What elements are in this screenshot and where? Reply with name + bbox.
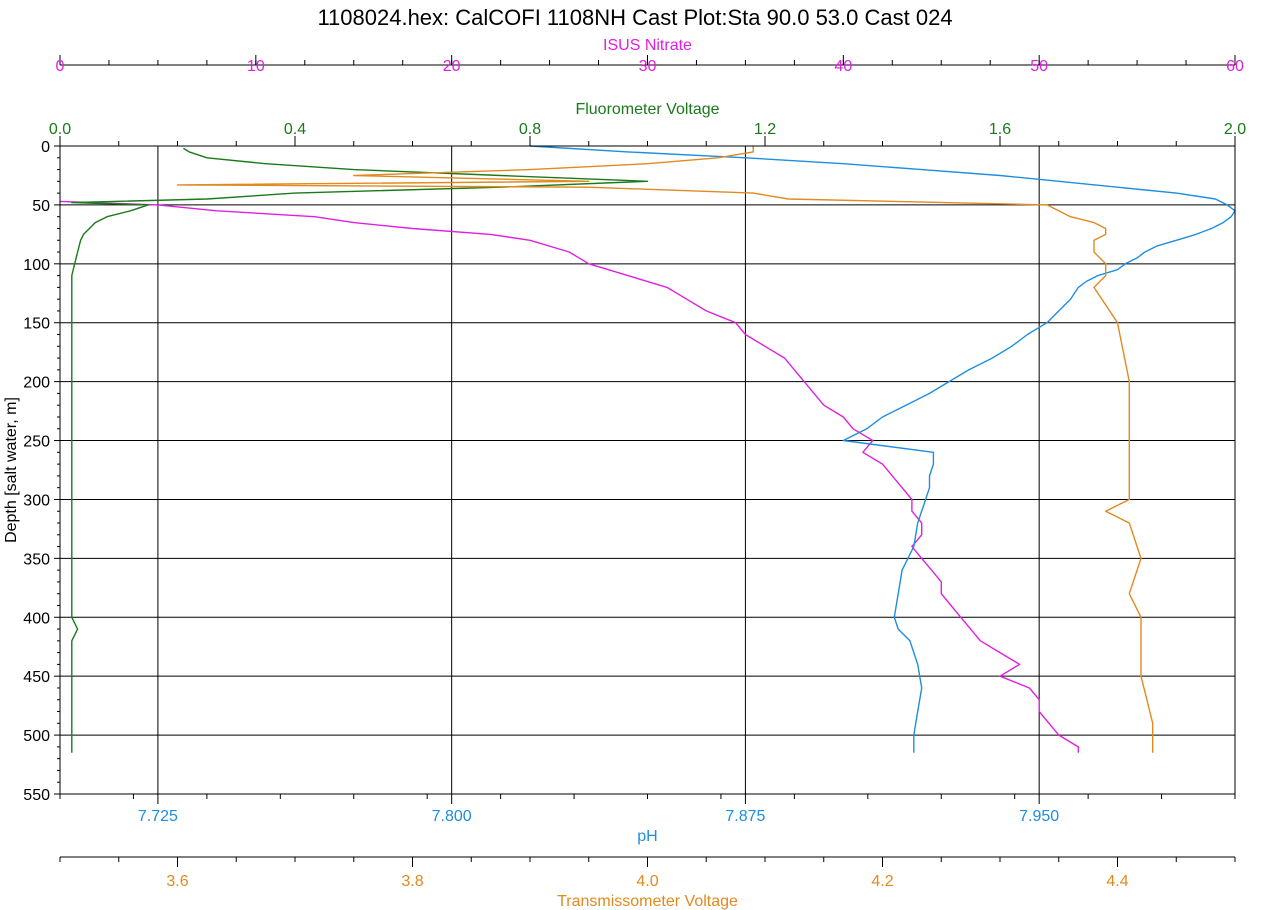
trans-axis-title: Transmissometer Voltage [557,893,738,910]
y-tick-label: 0 [41,139,50,156]
fluor-tick-label: 1.6 [989,121,1011,138]
fluor-axis-title: Fluorometer Voltage [575,101,719,118]
fluor-axis: 0.0 0.4 0.8 1.2 1.6 2.0 Fluorometer Voltage [49,101,1246,146]
plot-frame [59,145,1236,795]
y-tick-label: 100 [23,257,50,274]
fluor-tick-label: 0.8 [519,121,541,138]
y-tick-label: 450 [23,669,50,686]
trans-tick-label: 4.2 [871,873,893,890]
nitrate-tick-label: 20 [443,58,461,75]
ph-tick-label: 7.950 [1019,808,1059,825]
nitrate-tick-label: 0 [56,58,65,75]
fluor-profile-line [71,147,649,753]
nitrate-tick-label: 60 [1226,58,1244,75]
y-tick-label: 250 [23,434,50,451]
y-tick-label: 400 [23,610,50,627]
y-tick-label: 200 [23,375,50,392]
nitrate-tick-label: 30 [639,58,657,75]
ph-tick-label: 7.875 [725,808,765,825]
fluor-tick-label: 0.4 [284,121,306,138]
trans-tick-label: 4.0 [636,873,658,890]
nitrate-profile-line [59,200,1080,753]
y-tick-label: 500 [23,728,50,745]
ph-axis-title: pH [637,828,657,845]
grid [60,146,1235,794]
y-tick-label: 50 [32,198,50,215]
trans-axis: 3.6 3.8 4.0 4.2 4.4 Transmissometer Voltage [59,856,1236,910]
nitrate-tick-label: 40 [834,58,852,75]
y-tick-label: 150 [23,316,50,333]
chart-title: 1108024.hex: CalCOFI 1108NH Cast Plot:St… [317,5,952,30]
ph-tick-label: 7.725 [138,808,178,825]
trans-tick-label: 3.8 [401,873,423,890]
ph-axis: 7.725 7.800 7.875 7.950 pH [59,794,1236,845]
fluor-tick-label: 2.0 [1224,121,1246,138]
trans-profile-line [176,146,1154,753]
ph-tick-label: 7.800 [432,808,472,825]
ph-profile-line [529,145,1236,753]
fluor-tick-label: 1.2 [754,121,776,138]
nitrate-axis-title: ISUS Nitrate [603,37,692,54]
trans-tick-label: 4.4 [1106,873,1128,890]
nitrate-axis: 0 10 20 30 40 50 60 ISUS Nitrate [56,37,1244,75]
nitrate-tick-label: 50 [1030,58,1048,75]
nitrate-tick-label: 10 [247,58,265,75]
y-tick-label: 300 [23,492,50,509]
y-tick-label: 350 [23,551,50,568]
y-axis-label: Depth [salt water, m] [3,397,20,543]
y-tick-label: 550 [23,787,50,804]
trans-tick-label: 3.6 [166,873,188,890]
fluor-tick-label: 0.0 [49,121,71,138]
series-layer [59,145,1236,753]
